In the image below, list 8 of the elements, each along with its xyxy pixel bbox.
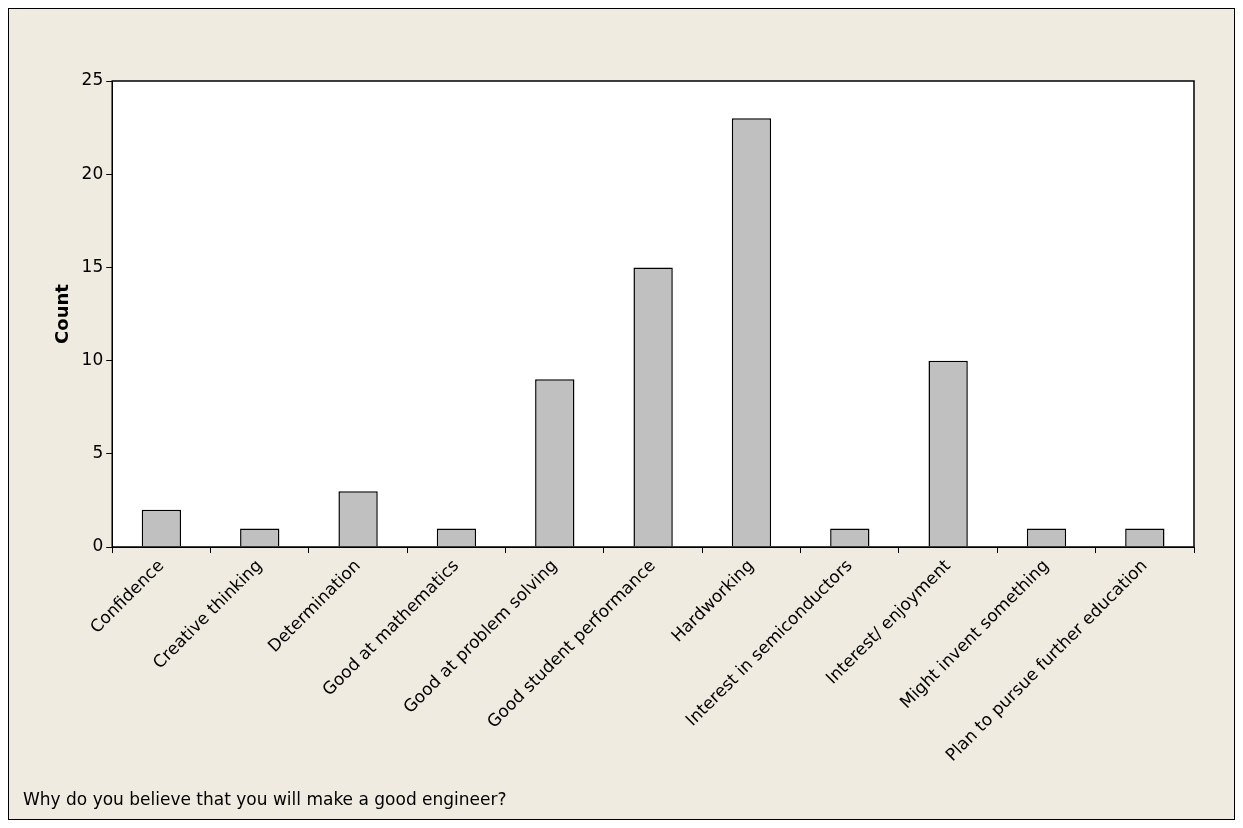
y-tick-label: 15: [81, 255, 104, 276]
y-tick-label: 0: [92, 535, 104, 556]
y-tick-label: 20: [81, 162, 104, 183]
y-tick-label: 25: [81, 69, 104, 90]
y-tick-label: 5: [92, 442, 104, 463]
y-axis-title: Count: [51, 283, 73, 344]
text: Why do you believe that you will make a good engineer?: [23, 789, 507, 809]
y-tick-label: 10: [81, 349, 104, 370]
